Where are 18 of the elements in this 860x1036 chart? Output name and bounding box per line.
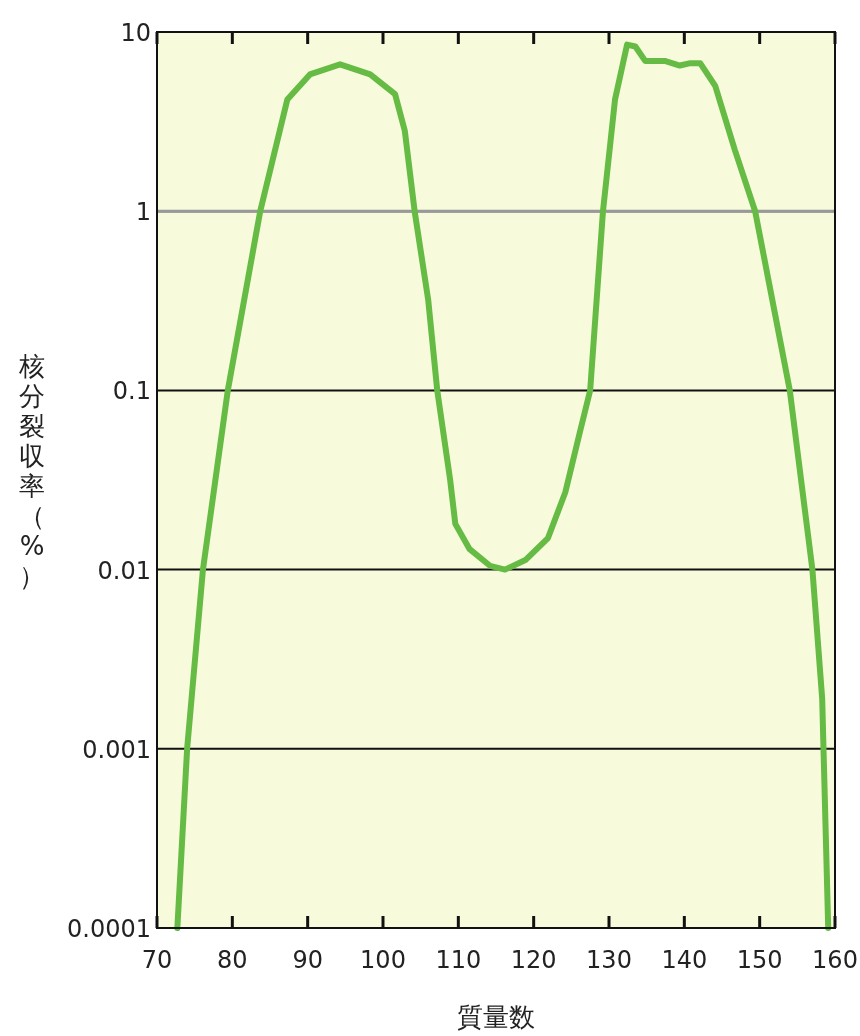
x-tick-label: 160: [812, 946, 858, 974]
y-tick-label: 0.0001: [67, 915, 151, 943]
y-tick-label: 10: [120, 19, 151, 47]
x-axis-title: 質量数: [457, 1002, 535, 1032]
y-tick-label: 1: [135, 198, 151, 227]
x-tick-label: 110: [435, 946, 482, 974]
x-tick-label: 130: [586, 946, 632, 974]
x-tick-label: 120: [510, 946, 557, 974]
y-tick-label: 0.1: [112, 377, 151, 406]
x-tick-label: 90: [292, 946, 323, 974]
x-tick-label: 140: [661, 946, 708, 974]
x-tick-label: 70: [141, 946, 173, 974]
x-tick-label: 100: [360, 946, 406, 974]
x-tick-label: 150: [736, 946, 783, 974]
y-tick-label: 0.001: [82, 735, 151, 764]
x-tick-label: 80: [217, 946, 248, 974]
y-axis-title: 核分裂収率（%）: [18, 351, 45, 591]
y-tick-label: 0.01: [97, 556, 151, 585]
